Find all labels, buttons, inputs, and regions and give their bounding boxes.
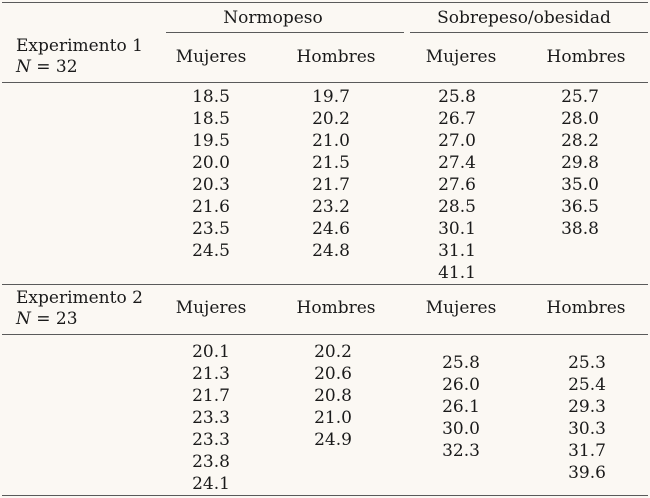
table-cell: 20.6 <box>314 364 352 384</box>
table-cell: 21.0 <box>312 131 350 151</box>
table-cell: 20.2 <box>312 109 350 129</box>
exp2-col-2: 20.2 20.6 20.8 21.0 24.9 <box>314 341 352 451</box>
table-cell: 21.0 <box>314 408 352 428</box>
exp2-header-rule <box>2 334 648 335</box>
table-cell: 39.6 <box>568 463 606 483</box>
table-top-rule <box>2 2 648 3</box>
exp2-col-header-4: Hombres <box>546 298 626 318</box>
table-cell: 38.8 <box>561 219 599 239</box>
table-cell: 25.3 <box>568 353 606 373</box>
table-cell: 23.3 <box>192 430 230 450</box>
group-underline-over <box>410 32 648 33</box>
table-cell: 27.0 <box>438 131 476 151</box>
table-cell: 18.5 <box>192 109 230 129</box>
table-cell: 28.2 <box>561 131 599 151</box>
exp2-col-header-2: Hombres <box>296 298 376 318</box>
table-cell: 21.3 <box>192 364 230 384</box>
table-cell: 21.5 <box>312 153 350 173</box>
exp2-n-value: = 23 <box>30 309 78 329</box>
table-cell: 26.7 <box>438 109 476 129</box>
table-cell: 20.8 <box>314 386 352 406</box>
exp2-col-header-3: Mujeres <box>425 298 497 318</box>
table-cell: 24.5 <box>192 241 230 261</box>
table-cell: 18.5 <box>192 87 230 107</box>
table-cell: 24.6 <box>312 219 350 239</box>
exp1-label: Experimento 1 N = 32 <box>16 36 143 78</box>
table-cell: 35.0 <box>561 175 599 195</box>
table-cell: 28.5 <box>438 197 476 217</box>
exp1-title: Experimento 1 <box>16 36 143 56</box>
table-cell: 21.6 <box>192 197 230 217</box>
group-header-normopeso: Normopeso <box>223 8 323 28</box>
table-cell: 26.1 <box>442 397 480 417</box>
table-cell: 20.3 <box>192 175 230 195</box>
table-cell: 26.0 <box>442 375 480 395</box>
table-cell: 25.8 <box>438 87 476 107</box>
exp1-n: N = 32 <box>16 57 143 78</box>
table-cell: 21.7 <box>192 386 230 406</box>
table-cell: 30.3 <box>568 419 606 439</box>
table-cell: 24.1 <box>192 474 230 494</box>
table-cell: 20.1 <box>192 342 230 362</box>
exp1-col-3: 25.8 26.7 27.0 27.4 27.6 28.5 30.1 31.1 41.1 <box>438 86 476 284</box>
exp1-header-rule <box>2 82 648 83</box>
table-cell: 28.0 <box>561 109 599 129</box>
table-cell: 20.2 <box>314 342 352 362</box>
table-cell: 31.1 <box>438 241 476 261</box>
table-cell: 36.5 <box>561 197 599 217</box>
table-cell: 19.5 <box>192 131 230 151</box>
table-cell: 25.4 <box>568 375 606 395</box>
exp1-col-header-1: Mujeres <box>175 47 247 67</box>
table-cell: 23.5 <box>192 219 230 239</box>
table-cell: 31.7 <box>568 441 606 461</box>
table-cell: 25.8 <box>442 353 480 373</box>
exp2-n-symbol: N <box>16 309 31 329</box>
table-cell: 19.7 <box>312 87 350 107</box>
exp1-col-2: 19.7 20.2 21.0 21.5 21.7 23.2 24.6 24.8 <box>312 86 350 262</box>
exp1-n-value: = 32 <box>30 57 78 77</box>
table-cell: 30.0 <box>442 419 480 439</box>
group-header-sobrepeso: Sobrepeso/obesidad <box>437 8 611 28</box>
exp1-col-header-2: Hombres <box>296 47 376 67</box>
group-underline-normal <box>166 32 404 33</box>
section-divider-rule <box>2 284 648 285</box>
exp1-col-4: 25.7 28.0 28.2 29.8 35.0 36.5 38.8 <box>561 86 599 240</box>
table-cell: 27.4 <box>438 153 476 173</box>
exp2-n: N = 23 <box>16 309 143 330</box>
table-cell: 20.0 <box>192 153 230 173</box>
table-cell: 21.7 <box>312 175 350 195</box>
exp2-col-1: 20.1 21.3 21.7 23.3 23.3 23.8 24.1 <box>192 341 230 495</box>
table-cell: 23.8 <box>192 452 230 472</box>
table-cell: 23.2 <box>312 197 350 217</box>
exp2-col-4: 25.3 25.4 29.3 30.3 31.7 39.6 <box>568 352 606 484</box>
exp1-col-header-4: Hombres <box>546 47 626 67</box>
exp2-col-3: 25.8 26.0 26.1 30.0 32.3 <box>442 352 480 462</box>
exp1-n-symbol: N <box>16 57 31 77</box>
exp2-label: Experimento 2 N = 23 <box>16 288 143 330</box>
table-cell: 32.3 <box>442 441 480 461</box>
table-cell: 24.8 <box>312 241 350 261</box>
table-cell: 29.8 <box>561 153 599 173</box>
exp2-title: Experimento 2 <box>16 288 143 308</box>
table-bottom-rule <box>2 495 648 496</box>
table-cell: 41.1 <box>438 263 476 283</box>
table-cell: 29.3 <box>568 397 606 417</box>
table-cell: 25.7 <box>561 87 599 107</box>
exp2-col-header-1: Mujeres <box>175 298 247 318</box>
table-cell: 30.1 <box>438 219 476 239</box>
table-cell: 23.3 <box>192 408 230 428</box>
exp1-col-header-3: Mujeres <box>425 47 497 67</box>
table-cell: 24.9 <box>314 430 352 450</box>
exp1-col-1: 18.5 18.5 19.5 20.0 20.3 21.6 23.5 24.5 <box>192 86 230 262</box>
table-cell: 27.6 <box>438 175 476 195</box>
